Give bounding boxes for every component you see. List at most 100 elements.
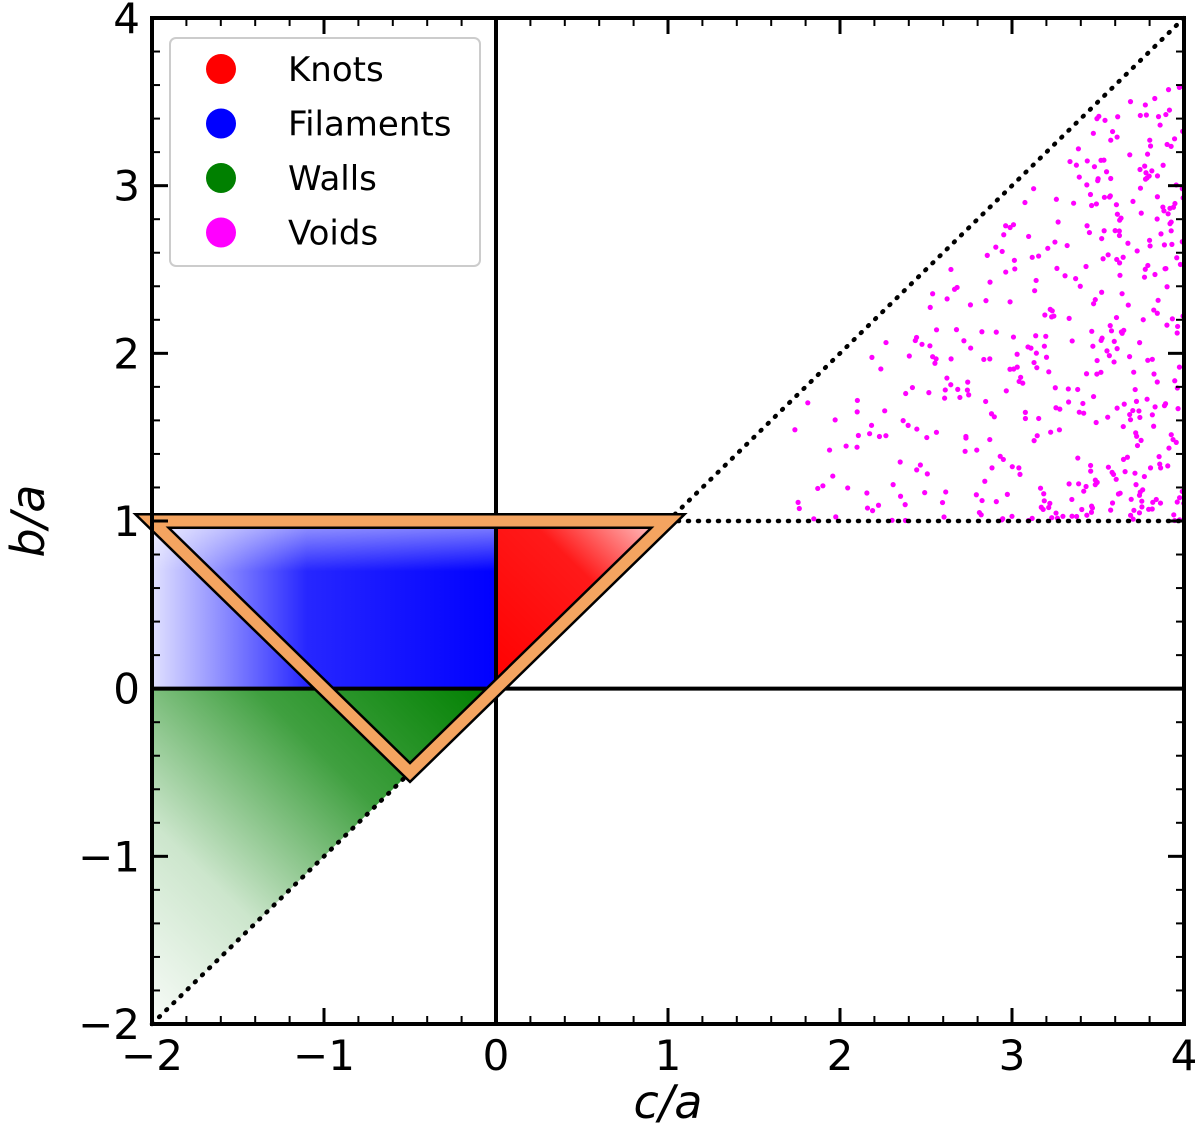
void-point bbox=[944, 375, 950, 381]
legend-label: Voids bbox=[288, 214, 378, 254]
void-point bbox=[1029, 515, 1035, 521]
void-point bbox=[1176, 495, 1183, 501]
void-point bbox=[883, 339, 889, 346]
void-point bbox=[1031, 359, 1037, 366]
void-point bbox=[919, 341, 925, 347]
void-point bbox=[1144, 151, 1151, 157]
void-point bbox=[1114, 405, 1120, 411]
void-point bbox=[913, 334, 920, 341]
void-point bbox=[1116, 232, 1123, 239]
void-point bbox=[1069, 496, 1075, 503]
void-point bbox=[979, 497, 985, 504]
void-point bbox=[1136, 492, 1143, 498]
void-point bbox=[1089, 328, 1095, 334]
void-point bbox=[1043, 354, 1050, 360]
void-point bbox=[999, 248, 1005, 255]
x-tick-label: 3 bbox=[999, 1031, 1026, 1080]
y-tick-label: 3 bbox=[113, 162, 140, 211]
void-point bbox=[1081, 410, 1087, 416]
void-point bbox=[1137, 112, 1143, 119]
void-point bbox=[1126, 354, 1133, 360]
y-tick-label: −2 bbox=[78, 1000, 140, 1049]
void-point bbox=[1094, 357, 1100, 364]
void-point bbox=[1047, 500, 1053, 506]
void-point bbox=[942, 387, 948, 393]
void-point bbox=[1157, 461, 1163, 467]
void-point bbox=[1075, 386, 1081, 393]
void-point bbox=[1154, 194, 1161, 200]
void-point bbox=[1152, 404, 1158, 410]
void-point bbox=[1165, 211, 1171, 217]
void-point bbox=[1011, 257, 1017, 263]
void-point bbox=[1102, 117, 1108, 123]
void-point bbox=[1066, 481, 1072, 487]
void-point bbox=[1079, 506, 1085, 513]
void-point bbox=[1108, 328, 1115, 334]
void-point bbox=[1161, 208, 1167, 214]
void-point bbox=[890, 482, 896, 488]
void-point bbox=[1127, 512, 1134, 518]
legend-marker bbox=[206, 108, 236, 139]
void-point bbox=[1007, 366, 1013, 372]
void-point bbox=[1101, 228, 1107, 234]
void-point bbox=[1165, 463, 1171, 469]
x-tick-label: 0 bbox=[483, 1031, 510, 1080]
void-point bbox=[1084, 158, 1090, 164]
void-point bbox=[1163, 111, 1169, 118]
void-point bbox=[1099, 289, 1105, 295]
void-point bbox=[1176, 364, 1183, 370]
void-point bbox=[1116, 228, 1122, 234]
void-point bbox=[932, 360, 938, 366]
void-point bbox=[993, 244, 999, 250]
void-point bbox=[1133, 398, 1140, 404]
void-point bbox=[914, 426, 920, 432]
void-point bbox=[963, 433, 969, 440]
axis-ticks bbox=[150, 16, 1186, 1026]
void-point bbox=[1175, 406, 1181, 412]
y-tick-label: 0 bbox=[113, 665, 140, 714]
void-point bbox=[1156, 454, 1162, 460]
void-point bbox=[1109, 500, 1116, 506]
void-point bbox=[964, 387, 970, 393]
void-point bbox=[1071, 200, 1077, 206]
void-point bbox=[905, 422, 911, 428]
void-point bbox=[897, 459, 903, 465]
void-point bbox=[1014, 351, 1020, 357]
void-point bbox=[1041, 491, 1047, 497]
void-point bbox=[1151, 371, 1157, 377]
legend-label: Knots bbox=[288, 50, 384, 90]
void-point bbox=[1161, 242, 1168, 248]
void-point bbox=[1140, 317, 1146, 323]
void-point bbox=[957, 394, 963, 401]
void-point bbox=[1084, 512, 1090, 518]
void-point bbox=[869, 354, 875, 360]
void-point bbox=[967, 302, 974, 308]
void-points bbox=[792, 83, 1184, 524]
void-point bbox=[1093, 201, 1100, 207]
void-point bbox=[1065, 386, 1071, 392]
void-point bbox=[1127, 417, 1134, 423]
void-point bbox=[961, 338, 967, 344]
void-point bbox=[876, 433, 883, 440]
legend-marker bbox=[206, 163, 236, 193]
void-point bbox=[1060, 513, 1066, 519]
void-point bbox=[878, 366, 884, 372]
void-point bbox=[1168, 432, 1174, 438]
void-point bbox=[1089, 202, 1095, 209]
void-point bbox=[1057, 406, 1063, 412]
void-point bbox=[1042, 312, 1048, 318]
void-point bbox=[1143, 170, 1149, 176]
void-point bbox=[1110, 471, 1117, 478]
void-point bbox=[1147, 243, 1153, 249]
tick-labels: −2 −1 0 1 2 3 4 −2 −1 0 1 2 3 4 bbox=[78, 0, 1197, 1080]
void-point bbox=[1064, 242, 1070, 249]
void-point bbox=[1134, 433, 1140, 439]
void-point bbox=[1172, 200, 1178, 207]
void-point bbox=[1033, 350, 1039, 356]
void-point bbox=[1004, 491, 1010, 497]
void-point bbox=[983, 398, 989, 405]
void-point bbox=[864, 490, 870, 496]
void-point bbox=[830, 473, 836, 479]
void-point bbox=[1149, 506, 1155, 512]
void-point bbox=[974, 447, 980, 453]
